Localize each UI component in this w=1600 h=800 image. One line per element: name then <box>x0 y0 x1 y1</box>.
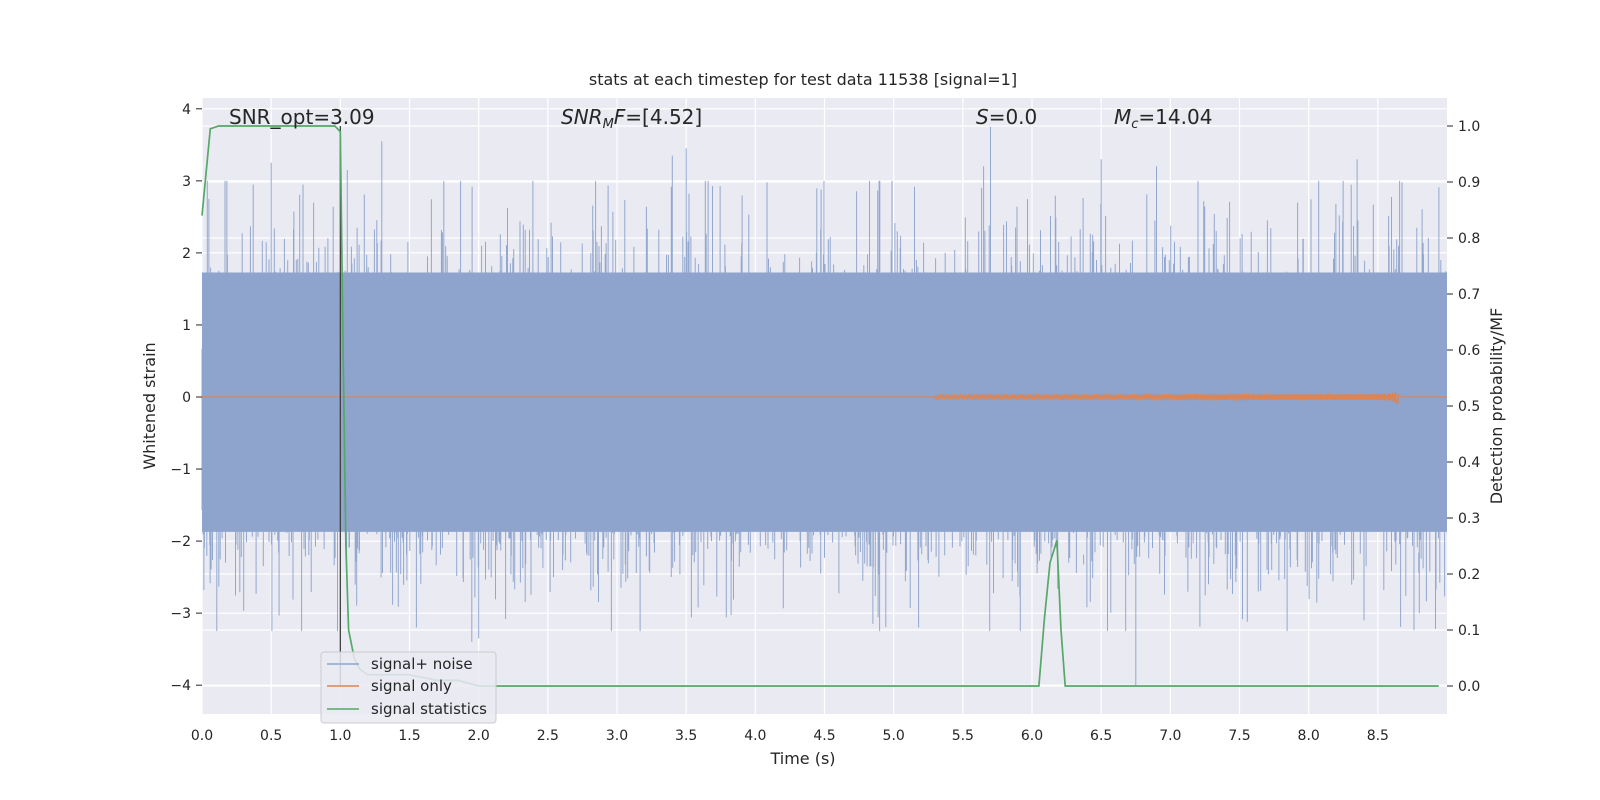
y-tick-label: −4 <box>170 678 191 694</box>
x-axis-label: Time (s) <box>769 749 835 768</box>
legend-label-signal-only: signal only <box>371 677 452 695</box>
y2-tick-label: 0.2 <box>1458 567 1480 583</box>
annotation-mc: Mc=14.04 <box>1114 105 1212 132</box>
s-symbol: S <box>976 105 989 129</box>
y-tick-label: −1 <box>170 462 191 478</box>
x-tick-label: 0.5 <box>260 728 282 744</box>
y2-tick-label: 0.8 <box>1458 231 1480 247</box>
x-tick-label: 4.5 <box>813 728 835 744</box>
y2-tick-label: 0.1 <box>1458 623 1480 639</box>
chirp-trace <box>934 391 1447 405</box>
y-tick-label: 0 <box>182 390 191 406</box>
annotation-snr-opt: SNR_opt=3.09 <box>229 105 375 129</box>
x-tick-label: 8.5 <box>1367 728 1389 744</box>
series-signal-plus-noise <box>201 126 1447 686</box>
x-tick-label: 7.0 <box>1159 728 1181 744</box>
y-tick-label: 2 <box>182 246 191 262</box>
y-tick-label: 3 <box>182 174 191 190</box>
tick-labels: 0.0 0.5 1.0 1.5 2.0 2.5 3.0 3.5 4.0 4.5 5.0 5.5 6.0 6… <box>170 102 1480 744</box>
snr-mf-subscript: M <box>603 117 614 132</box>
y2-tick-label: 0.4 <box>1458 455 1480 471</box>
snr-mf-symbol-2: F <box>614 105 626 129</box>
legend-label-signal-plus-noise: signal+ noise <box>371 655 473 673</box>
y-tick-label: −2 <box>170 534 191 550</box>
y-tick-label: −3 <box>170 606 191 622</box>
mc-value: =14.04 <box>1138 105 1212 129</box>
y2-tick-label: 0.3 <box>1458 511 1480 527</box>
snr-mf-value: =[4.52] <box>625 105 702 129</box>
y2-tick-label: 0.0 <box>1458 679 1480 695</box>
x-tick-label: 4.0 <box>744 728 766 744</box>
y-tick-label: 1 <box>182 318 191 334</box>
legend: signal+ noise signal only signal statist… <box>320 651 497 724</box>
y2-tick-label: 0.7 <box>1458 287 1480 303</box>
annotation-snr-mf: SNRMF=[4.52] <box>561 105 702 132</box>
x-tick-label: 0.0 <box>191 728 213 744</box>
y2-tick-label: 0.5 <box>1458 399 1480 415</box>
legend-box <box>320 651 497 724</box>
x-tick-label: 5.0 <box>883 728 905 744</box>
x-tick-label: 6.0 <box>1021 728 1043 744</box>
x-tick-label: 5.5 <box>952 728 974 744</box>
mc-subscript: c <box>1131 117 1138 132</box>
x-tick-label: 2.5 <box>537 728 559 744</box>
y2-axis-label: Detection probability/MF <box>1487 308 1506 505</box>
snr-mf-symbol: SNR <box>561 105 603 129</box>
noise-trace <box>201 126 1447 686</box>
x-tick-label: 1.5 <box>398 728 420 744</box>
x-tick-label: 3.0 <box>606 728 628 744</box>
x-tick-label: 3.5 <box>675 728 697 744</box>
mc-symbol: M <box>1114 105 1131 129</box>
x-tick-label: 7.5 <box>1228 728 1250 744</box>
y2-tick-label: 0.6 <box>1458 343 1480 359</box>
series-signal-only <box>202 391 1447 405</box>
x-tick-label: 6.5 <box>1090 728 1112 744</box>
chart-title: stats at each timestep for test data 115… <box>589 70 1017 89</box>
y-axis-label: Whitened strain <box>140 342 159 469</box>
legend-label-signal-statistics: signal statistics <box>371 700 487 718</box>
annotation-s: S=0.0 <box>976 105 1037 129</box>
y-tick-label: 4 <box>182 102 191 118</box>
y2-tick-label: 1.0 <box>1458 119 1480 135</box>
x-tick-label: 2.0 <box>468 728 490 744</box>
s-value: =0.0 <box>989 105 1038 129</box>
x-tick-label: 1.0 <box>329 728 351 744</box>
y2-tick-label: 0.9 <box>1458 175 1480 191</box>
x-tick-label: 8.0 <box>1298 728 1320 744</box>
